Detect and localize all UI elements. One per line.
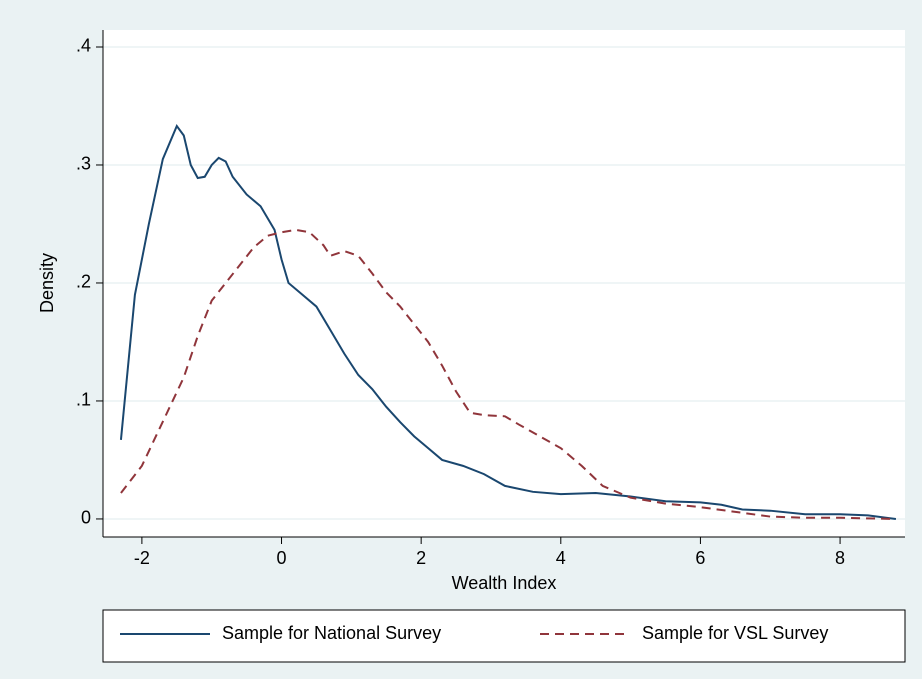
line-series [119, 124, 897, 520]
y-axis-label: Density [37, 253, 57, 313]
y-tick-label: .1 [76, 390, 91, 410]
y-tick-label: .4 [76, 36, 91, 56]
x-tick-label: 8 [835, 548, 845, 568]
x-tick-label: -2 [134, 548, 150, 568]
x-tick-label: 4 [556, 548, 566, 568]
y-tick-label: 0 [81, 508, 91, 528]
x-tick-label: 0 [277, 548, 287, 568]
y-tick-label: .2 [76, 272, 91, 292]
x-tick-label: 2 [416, 548, 426, 568]
y-tick-label: .3 [76, 154, 91, 174]
legend-label: Sample for VSL Survey [642, 623, 828, 643]
line-series [120, 228, 896, 520]
x-axis-label: Wealth Index [452, 573, 557, 593]
x-tick-label: 6 [695, 548, 705, 568]
legend-box [102, 609, 906, 663]
legend-label: Sample for National Survey [222, 623, 441, 643]
